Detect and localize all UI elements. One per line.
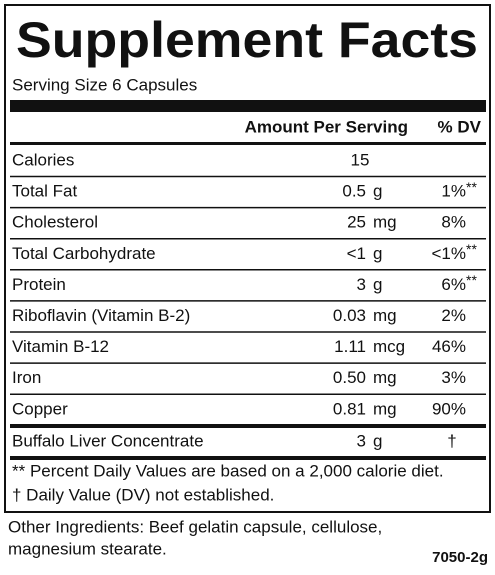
nutrient-name: Calories [12, 150, 74, 169]
amount: 0.50 [333, 368, 366, 387]
nutrient-name: Cholesterol [12, 213, 98, 232]
daily-value: 3% [441, 368, 466, 387]
footnote: † Daily Value (DV) not established. [12, 485, 274, 504]
daily-value: <1% [432, 244, 467, 263]
thick-bar [10, 100, 486, 112]
unit: g [373, 275, 382, 294]
daily-value: 2% [441, 306, 466, 325]
nutrient-name: Total Carbohydrate [12, 244, 156, 263]
daily-value: 6% [441, 275, 466, 294]
product-code: 7050-2g [432, 549, 488, 566]
unit: mg [373, 368, 397, 387]
amount: 0.03 [333, 306, 366, 325]
daily-value: 46% [432, 337, 466, 356]
unit: mcg [373, 337, 405, 356]
amount: <1 [347, 244, 366, 263]
dv-mark: ** [466, 179, 477, 195]
serving-size: Serving Size 6 Capsules [12, 75, 197, 94]
dv-mark: ** [466, 272, 477, 288]
title: Supplement Facts [16, 12, 478, 68]
unit: g [373, 244, 382, 263]
label-border [4, 4, 491, 513]
rule [10, 424, 486, 428]
nutrient-name: Copper [12, 399, 68, 418]
unit: mg [373, 306, 397, 325]
amount: 0.81 [333, 399, 366, 418]
column-header: % DV [438, 117, 482, 136]
daily-value: 8% [441, 213, 466, 232]
column-header: Amount Per Serving [245, 117, 408, 136]
unit: mg [373, 213, 397, 232]
rule [10, 456, 486, 460]
nutrient-name: Total Fat [12, 182, 77, 201]
unit: mg [373, 399, 397, 418]
nutrient-name: Protein [12, 275, 66, 294]
amount: 3 [357, 431, 366, 450]
unit: g [373, 431, 382, 450]
dv-mark: † [447, 431, 456, 450]
amount: 15 [351, 150, 370, 169]
amount: 0.5 [342, 182, 366, 201]
nutrient-name: Riboflavin (Vitamin B-2) [12, 306, 190, 325]
ingredients: magnesium stearate. [8, 539, 167, 558]
nutrient-name: Iron [12, 368, 41, 387]
daily-value: 1% [441, 182, 466, 201]
dv-mark: ** [466, 241, 477, 257]
amount: 1.11 [334, 337, 366, 356]
unit: g [373, 182, 382, 201]
ingredients: Other Ingredients: Beef gelatin capsule,… [8, 517, 382, 536]
nutrient-name: Vitamin B-12 [12, 337, 109, 356]
footnote: ** Percent Daily Values are based on a 2… [12, 461, 444, 480]
rule [10, 142, 486, 145]
daily-value: 90% [432, 399, 466, 418]
nutrient-name: Buffalo Liver Concentrate [12, 431, 204, 450]
amount: 25 [347, 213, 366, 232]
amount: 3 [357, 275, 366, 294]
